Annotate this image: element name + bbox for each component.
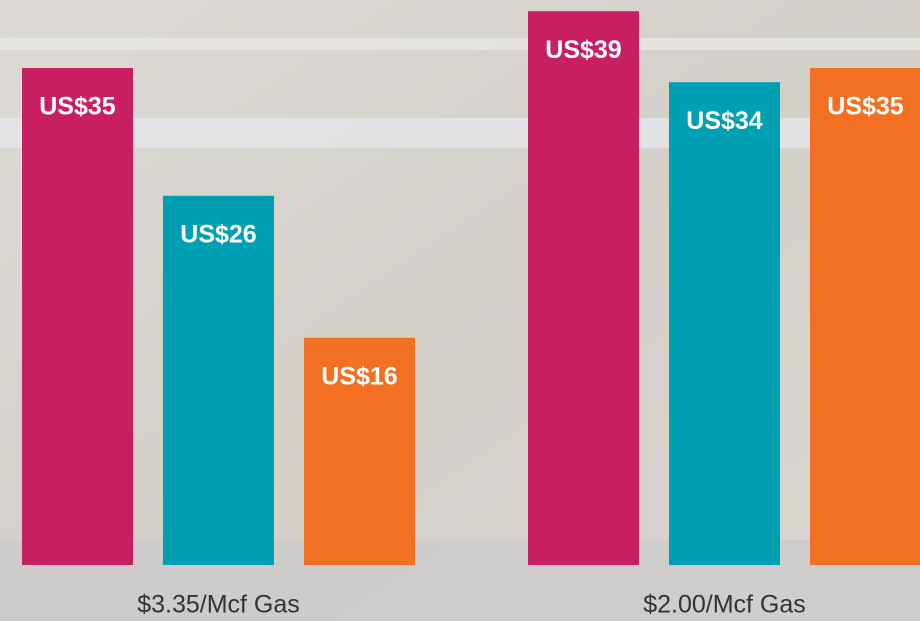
value-label: US$34 [686, 107, 763, 135]
category-label: $2.00/Mcf Gas [643, 591, 806, 619]
value-label: US$35 [39, 93, 116, 121]
background [0, 0, 920, 621]
value-label: US$39 [545, 36, 621, 64]
chart: US$35 US$26 US$16 $3.35/Mcf Gas US$39 US$34 US… [0, 0, 920, 621]
bar [810, 68, 920, 565]
bar [163, 196, 274, 565]
category-label: $3.35/Mcf Gas [137, 591, 300, 619]
value-label: US$26 [180, 220, 256, 248]
value-label: US$16 [321, 362, 397, 390]
bar [528, 11, 639, 565]
pipe [0, 118, 920, 148]
pipe [0, 38, 920, 50]
value-label: US$35 [827, 93, 904, 121]
bar [22, 68, 133, 565]
bar [669, 82, 780, 565]
